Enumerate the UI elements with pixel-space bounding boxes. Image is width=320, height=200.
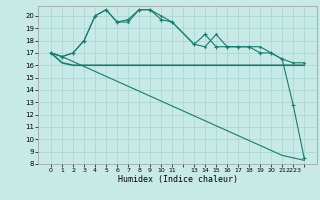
X-axis label: Humidex (Indice chaleur): Humidex (Indice chaleur): [118, 175, 238, 184]
